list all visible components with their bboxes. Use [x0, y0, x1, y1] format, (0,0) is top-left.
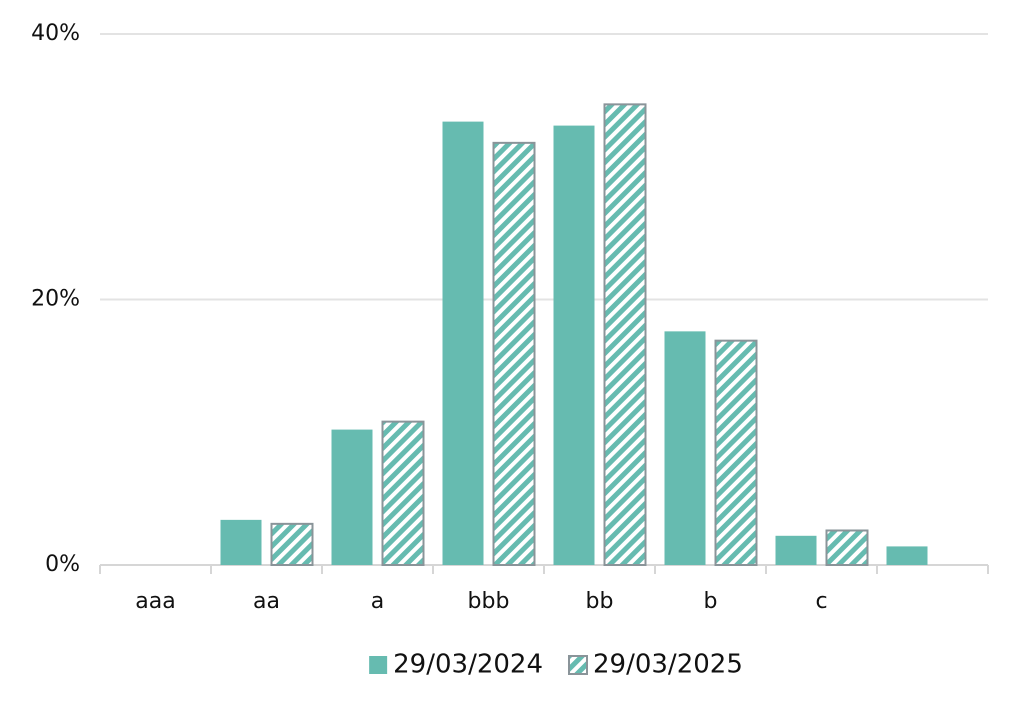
y-tick-label: 40% [31, 21, 80, 46]
bar [825, 529, 869, 566]
legend-swatch [369, 656, 388, 674]
legend-label: 29/03/2025 [593, 650, 743, 680]
y-tick-label: 0% [45, 552, 80, 577]
bar [381, 420, 425, 566]
bar [714, 339, 758, 566]
bar [442, 121, 484, 566]
x-tick-label: bb [586, 589, 614, 614]
bar [664, 331, 706, 565]
bar [553, 125, 595, 565]
x-tick-label: b [704, 589, 718, 614]
bar [886, 546, 928, 565]
bar [603, 103, 647, 566]
bar [220, 519, 262, 565]
legend-label: 29/03/2024 [393, 650, 543, 680]
bar [775, 535, 817, 565]
x-tick-label: bbb [468, 589, 510, 614]
bar [331, 429, 373, 565]
legend-swatch [568, 655, 588, 675]
x-tick-label: c [815, 589, 827, 614]
y-tick-label: 20% [31, 287, 80, 312]
x-tick-label: a [371, 589, 384, 614]
x-tick-label: aaa [135, 589, 175, 614]
bar [270, 522, 314, 566]
x-tick-label: aa [253, 589, 280, 614]
bar [492, 141, 536, 566]
